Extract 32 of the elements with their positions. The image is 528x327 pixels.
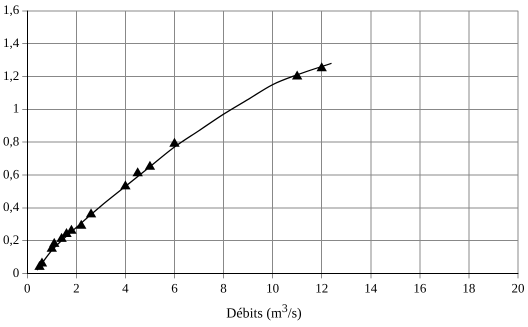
y-tick-label: 1,2 xyxy=(3,68,20,83)
y-tick-label: 0,6 xyxy=(3,166,20,182)
y-tick-label: 0,8 xyxy=(3,134,20,149)
x-tick-label: 12 xyxy=(315,280,328,296)
y-tick-label: 1,4 xyxy=(3,35,20,50)
x-tick-label: 8 xyxy=(220,280,227,296)
point xyxy=(66,225,76,234)
y-tick-label: 1 xyxy=(12,100,20,116)
point xyxy=(56,233,66,242)
point xyxy=(316,62,327,72)
point xyxy=(170,138,180,147)
x-tick-label: 4 xyxy=(122,280,130,296)
point xyxy=(76,220,86,229)
x-axis-title: Débits (m$^{3}$/s) xyxy=(225,302,303,323)
point xyxy=(145,161,155,170)
point xyxy=(292,70,302,80)
y-tick-label: 0,4 xyxy=(3,199,20,214)
x-tick-label: 0 xyxy=(24,280,30,296)
x-tick-label: 20 xyxy=(512,280,524,296)
x-tick-label: 6 xyxy=(171,280,178,296)
y-tick-label: 1,6 xyxy=(3,2,20,18)
point xyxy=(86,208,96,218)
x-tick-label: 14 xyxy=(364,280,378,296)
point xyxy=(120,180,130,190)
point xyxy=(49,238,60,247)
y-tick-label: 0,2 xyxy=(3,232,20,247)
x-tick-label: 10 xyxy=(266,280,280,296)
y-tick-label: 0 xyxy=(12,264,20,280)
x-tick-label: 16 xyxy=(413,280,427,296)
point xyxy=(132,168,142,176)
x-tick-label: 18 xyxy=(462,280,476,296)
x-tick-label: 2 xyxy=(73,280,80,296)
